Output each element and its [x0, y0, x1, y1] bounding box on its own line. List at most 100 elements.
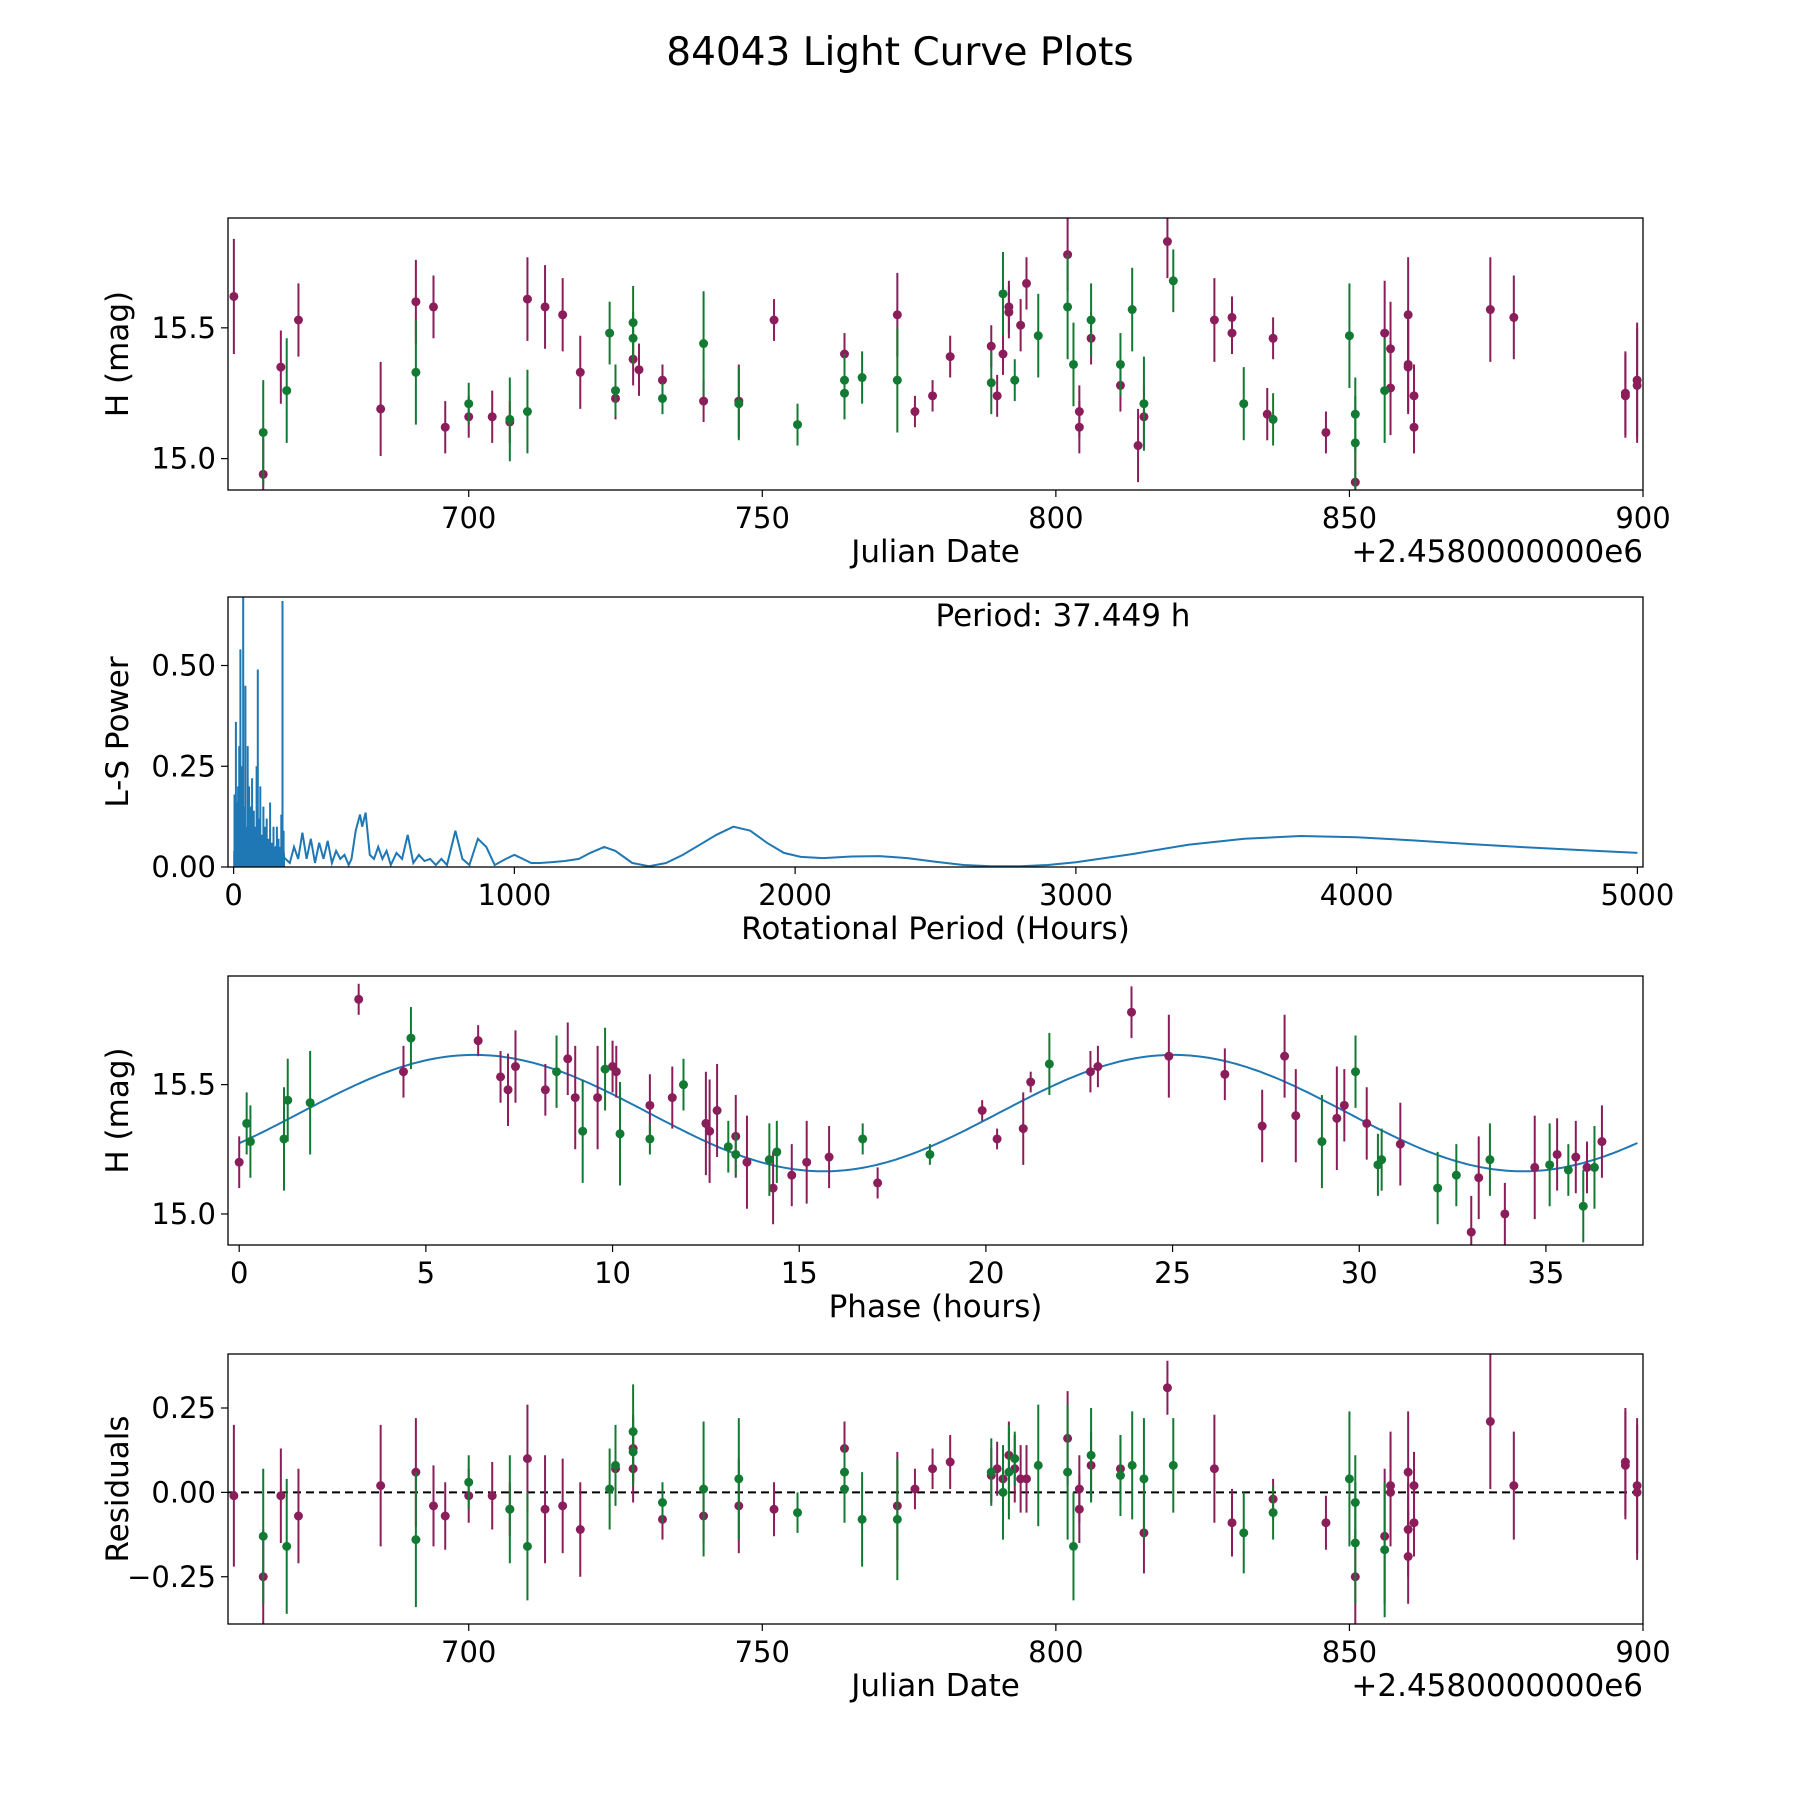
series-green — [258, 249, 1390, 490]
data-point — [787, 1170, 797, 1180]
data-point — [611, 1067, 621, 1077]
x-tick-label: 30 — [1341, 1256, 1378, 1290]
data-point — [1362, 1118, 1372, 1128]
data-point — [1403, 1552, 1413, 1561]
y-tick-label: 0.25 — [151, 1391, 216, 1425]
data-point — [245, 1137, 255, 1147]
data-point — [1268, 333, 1278, 343]
data-point — [1044, 1059, 1054, 1069]
data-point — [1485, 1155, 1495, 1165]
x-tick-label: 20 — [967, 1256, 1004, 1290]
y-tick-label: 0.25 — [151, 749, 216, 783]
data-point — [734, 399, 744, 409]
data-point — [1227, 328, 1237, 338]
data-point — [411, 1535, 421, 1545]
data-point — [772, 1147, 782, 1157]
panel-periodogram: 0 1000 2000 3000 4000 5000 0.00 0.25 0.50 Rotatio… — [100, 596, 1674, 947]
series-green — [242, 1007, 1599, 1243]
data-point — [276, 362, 286, 372]
x-axis-label: Julian Date — [849, 1668, 1020, 1704]
data-point — [1578, 1201, 1588, 1211]
data-point — [857, 1514, 867, 1524]
data-point — [1620, 391, 1630, 401]
data-point — [1380, 386, 1390, 396]
data-point — [1127, 1007, 1137, 1017]
data-point — [910, 1484, 920, 1494]
data-point — [1377, 1155, 1387, 1165]
data-point — [1257, 1121, 1267, 1131]
data-point — [229, 291, 239, 301]
data-point — [769, 315, 779, 325]
data-point — [1004, 1467, 1014, 1477]
data-point — [578, 1126, 588, 1136]
data-point — [258, 427, 268, 437]
x-axis-label: Rotational Period (Hours) — [741, 911, 1130, 947]
y-axis-label: Residuals — [100, 1415, 136, 1562]
data-point — [1033, 1460, 1043, 1470]
data-point — [440, 1511, 450, 1521]
data-point — [873, 1178, 883, 1188]
data-point — [712, 1106, 722, 1115]
data-point — [1162, 237, 1172, 247]
data-point — [1509, 1481, 1519, 1491]
data-point — [645, 1100, 655, 1110]
x-tick-label: 750 — [735, 501, 790, 535]
data-point — [1571, 1152, 1581, 1162]
data-point — [398, 1067, 408, 1077]
x-tick-label: 800 — [1028, 1635, 1083, 1669]
x-tick-label: 25 — [1154, 1256, 1191, 1290]
data-point — [1239, 1528, 1249, 1538]
x-tick-label: 2000 — [758, 878, 832, 912]
data-point — [731, 1149, 741, 1159]
data-point — [802, 1157, 812, 1167]
x-tick-label: 800 — [1028, 501, 1083, 535]
data-point — [487, 412, 497, 422]
data-point — [1620, 1460, 1630, 1470]
x-tick-label: 35 — [1527, 1256, 1564, 1290]
data-point — [1509, 312, 1519, 322]
data-point — [1093, 1062, 1103, 1072]
data-point — [1344, 331, 1354, 341]
data-point — [611, 1460, 621, 1470]
data-point — [354, 994, 364, 1004]
period-annotation: Period: 37.449 h — [936, 598, 1191, 634]
data-point — [279, 1134, 289, 1144]
x-tick-label: 900 — [1615, 501, 1670, 535]
data-point — [1403, 310, 1413, 320]
x-tick-label: 900 — [1615, 1635, 1670, 1669]
plot-area — [228, 1354, 1643, 1624]
data-point — [1380, 328, 1390, 338]
data-point — [1139, 1474, 1149, 1484]
data-point — [1086, 315, 1096, 325]
data-point — [1262, 409, 1272, 419]
data-point — [699, 1484, 709, 1494]
data-point — [1451, 1170, 1461, 1180]
data-point — [1068, 359, 1078, 369]
x-tick-label: 4000 — [1320, 878, 1394, 912]
data-point — [505, 414, 515, 424]
series-magenta — [234, 983, 1607, 1245]
data-point — [305, 1098, 315, 1108]
data-point — [1386, 1487, 1396, 1497]
data-point — [1085, 1067, 1095, 1077]
data-point — [1344, 1474, 1354, 1484]
y-axis-label: H (mag) — [100, 1047, 136, 1173]
data-point — [1530, 1162, 1540, 1172]
data-point — [1552, 1149, 1562, 1159]
axes-frame — [227, 596, 1644, 868]
data-point — [464, 1477, 474, 1487]
data-point — [986, 1467, 996, 1477]
x-tick-label: 10 — [594, 1256, 631, 1290]
data-point — [1209, 1464, 1219, 1474]
data-point — [1162, 1383, 1172, 1393]
data-point — [1350, 1538, 1360, 1548]
data-point — [487, 1491, 497, 1501]
data-point — [276, 1491, 286, 1501]
data-point — [1168, 276, 1178, 286]
data-point — [522, 1454, 532, 1464]
data-point — [1022, 278, 1032, 288]
data-point — [503, 1085, 513, 1095]
data-point — [705, 1126, 715, 1136]
data-point — [440, 422, 450, 432]
panel-lightcurve: 700 750 800 850 900 15.0 15.5 Julian Date H (mag… — [100, 217, 1671, 570]
